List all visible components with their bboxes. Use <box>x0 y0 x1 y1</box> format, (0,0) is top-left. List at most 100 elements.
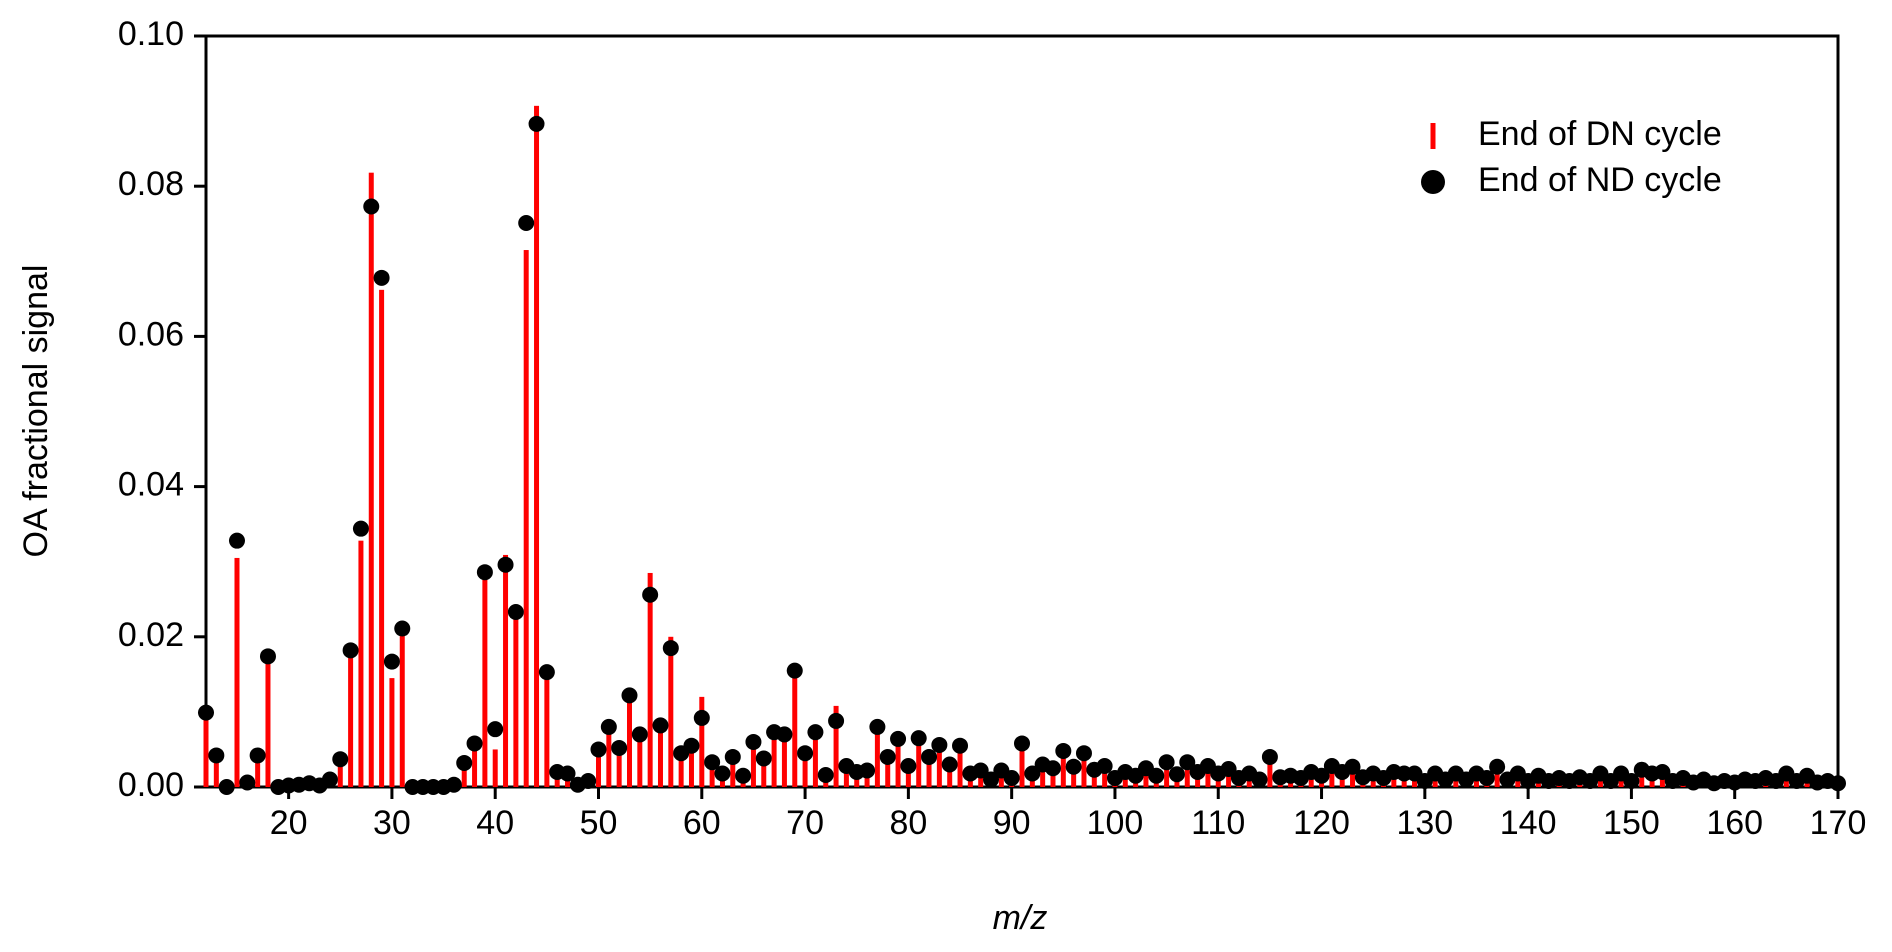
stem <box>843 765 849 787</box>
dot <box>332 751 349 768</box>
y-tick-label: 0.10 <box>118 15 184 53</box>
dot <box>1014 735 1030 752</box>
stem <box>895 738 901 787</box>
stem <box>978 770 984 787</box>
dot <box>735 767 752 784</box>
dot <box>249 747 266 764</box>
stem <box>1102 765 1108 787</box>
dot <box>497 556 514 573</box>
y-tick-label: 0.04 <box>118 466 184 504</box>
dot <box>198 704 214 721</box>
dot <box>1261 748 1278 765</box>
dot <box>776 726 793 743</box>
stem <box>792 670 798 787</box>
dot <box>1179 754 1196 771</box>
y-axis-label: OA fractional signal <box>17 265 55 558</box>
stem <box>203 712 209 787</box>
stem <box>534 105 540 787</box>
dot <box>704 754 721 771</box>
dot <box>383 653 400 670</box>
dot <box>662 640 679 657</box>
dot <box>228 532 245 549</box>
stem <box>379 289 385 787</box>
stem <box>802 753 808 787</box>
stem <box>688 745 694 787</box>
dot <box>631 726 648 743</box>
dot <box>445 776 462 793</box>
stem <box>936 744 942 787</box>
dot <box>714 765 731 782</box>
dot <box>900 757 917 774</box>
dot <box>342 642 359 659</box>
stem <box>916 738 922 787</box>
legend-swatch <box>1421 170 1445 194</box>
dot <box>507 604 524 621</box>
dot <box>1654 763 1671 780</box>
dot <box>941 756 958 773</box>
stem <box>905 765 911 787</box>
stem <box>1081 753 1087 787</box>
stem <box>1091 769 1097 787</box>
x-tick-label: 100 <box>1087 804 1144 842</box>
dot <box>1830 775 1846 792</box>
x-tick-label: 70 <box>786 804 824 842</box>
dot <box>1055 742 1072 759</box>
dot <box>476 564 493 581</box>
dot <box>828 712 845 729</box>
dot <box>983 771 1000 788</box>
stem <box>234 557 240 787</box>
x-tick-label: 170 <box>1810 804 1867 842</box>
dot <box>487 721 504 738</box>
stem <box>947 764 953 787</box>
x-tick-label: 40 <box>476 804 514 842</box>
dot <box>1623 772 1640 789</box>
dot <box>952 737 969 754</box>
dot <box>1220 760 1237 777</box>
stem <box>781 734 787 787</box>
dot <box>466 735 483 752</box>
dot <box>1044 760 1061 777</box>
dot <box>259 648 276 665</box>
stem <box>1350 766 1356 787</box>
y-tick-label: 0.06 <box>118 315 184 353</box>
stem <box>709 762 715 787</box>
x-tick-label: 90 <box>993 804 1031 842</box>
dot <box>859 762 876 779</box>
stem <box>647 572 653 787</box>
stem <box>926 756 932 787</box>
dot <box>600 718 617 735</box>
stem <box>616 747 622 787</box>
stem <box>606 726 612 787</box>
stem <box>399 628 405 787</box>
stem <box>1019 743 1025 787</box>
dot <box>642 586 659 603</box>
stem <box>337 759 343 787</box>
dot <box>1251 771 1268 788</box>
dot <box>921 748 938 765</box>
stem <box>1143 768 1149 787</box>
x-axis-label: m/z <box>993 899 1048 937</box>
dot <box>218 779 235 795</box>
dot <box>652 717 669 734</box>
stem <box>1494 766 1500 787</box>
stem <box>864 770 870 787</box>
stem <box>874 726 880 787</box>
dot <box>611 739 628 756</box>
x-tick-label: 130 <box>1396 804 1453 842</box>
dot <box>1489 758 1506 775</box>
stem <box>348 650 354 787</box>
stem <box>1184 762 1190 787</box>
legend-label: End of DN cycle <box>1478 115 1722 153</box>
stem <box>503 554 509 787</box>
dot <box>528 115 545 132</box>
dot <box>1158 754 1175 771</box>
stem <box>255 755 261 787</box>
dot <box>208 747 225 764</box>
stem <box>472 749 478 787</box>
dot <box>1148 767 1165 784</box>
dot <box>1024 765 1041 782</box>
stem <box>668 636 674 787</box>
stem <box>265 651 271 787</box>
stem <box>523 250 529 787</box>
stem <box>596 749 602 787</box>
